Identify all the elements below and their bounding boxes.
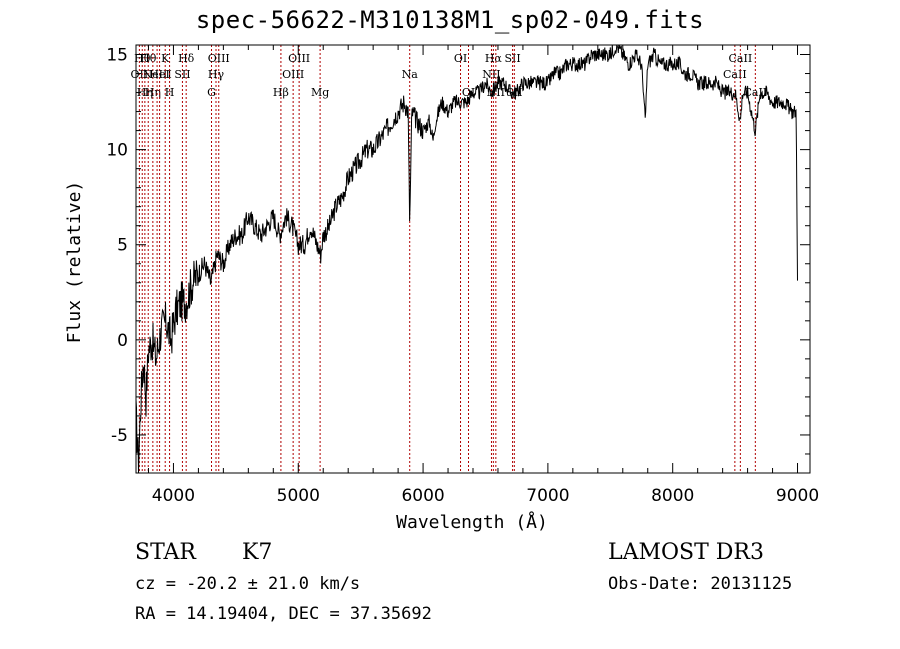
spectral-line-label: SII xyxy=(174,68,190,81)
spectral-line-label: G xyxy=(207,86,216,99)
chart-title: spec-56622-M310138M1_sp02-049.fits xyxy=(195,6,705,34)
y-tick-label: 0 xyxy=(117,331,128,351)
spectral-line-label: NeIII xyxy=(143,68,172,81)
x-tick-label: 4000 xyxy=(152,486,195,506)
spectral-line-label: Hβ xyxy=(273,86,289,99)
y-tick-label: 5 xyxy=(117,236,128,256)
spectral-line-label: OII xyxy=(131,68,149,81)
spectral-line-label: Na xyxy=(402,68,419,81)
object-class: STAR xyxy=(135,540,196,565)
spectral-line-label: Mg xyxy=(311,86,329,99)
x-tick-label: 7000 xyxy=(526,486,569,506)
spectral-line-label: SII xyxy=(504,52,520,65)
spectral-line-label: OIII xyxy=(282,68,304,81)
spectral-line-label: Hα xyxy=(485,52,503,65)
spectral-line-label: Hη xyxy=(145,86,161,99)
spectral-line-label: Hθ xyxy=(134,52,151,65)
axis-ticks-layer: 4000 5000 6000 7000 8000 9000 -5 0 5 10 15 xyxy=(106,45,819,506)
velocity-readout: cz = -20.2 ± 21.0 km/s xyxy=(135,574,361,594)
spectral-line-label: Hθ xyxy=(140,52,157,65)
x-tick-label: 9000 xyxy=(776,486,819,506)
y-axis-label: Flux (relative) xyxy=(64,181,85,344)
spectral-line-label: K xyxy=(161,52,170,65)
coordinates: RA = 14.19404, DEC = 37.35692 xyxy=(135,604,432,624)
spectral-line-label: CaII xyxy=(723,68,747,81)
spectral-line-label: Hγ xyxy=(208,68,225,81)
spectral-line-label: OIII xyxy=(288,52,310,65)
y-tick-label: 15 xyxy=(106,46,128,66)
spectral-line-label: Hη xyxy=(137,86,153,99)
x-tick-label: 6000 xyxy=(401,486,444,506)
y-tick-label: 10 xyxy=(106,141,128,161)
spectral-line-label: OIII xyxy=(208,52,230,65)
y-tick-label: -5 xyxy=(111,426,128,446)
spectral-line-label: H xyxy=(165,86,175,99)
spectrum-series-line xyxy=(135,44,798,474)
spectral-line-label: HeI xyxy=(149,68,169,81)
x-tick-label: 5000 xyxy=(277,486,320,506)
spectral-line-label: Hδ xyxy=(178,52,195,65)
object-subclass: K7 xyxy=(242,540,273,565)
x-axis-label: Wavelength (Å) xyxy=(396,511,548,533)
x-tick-label: 8000 xyxy=(651,486,694,506)
plot-frame xyxy=(135,44,811,474)
obs-date: Obs-Date: 20131125 xyxy=(608,574,793,594)
spectral-line-label: CaII xyxy=(729,52,753,65)
spectral-line-label: OI xyxy=(454,52,467,65)
survey-name: LAMOST DR3 xyxy=(608,540,764,565)
